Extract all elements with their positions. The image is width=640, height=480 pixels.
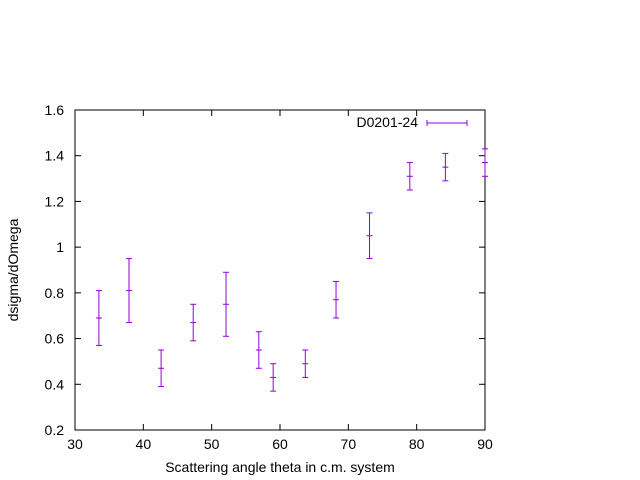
- y-axis-label: dsigma/dOmega: [5, 218, 21, 321]
- data-point: [190, 303, 197, 342]
- axis-ticks: [74, 109, 486, 431]
- legend-sample-errorbar: [426, 120, 468, 126]
- legend: D0201-24: [357, 114, 468, 130]
- x-tick-label: 90: [477, 436, 493, 452]
- x-tick-label: 80: [409, 436, 425, 452]
- data-point: [482, 148, 488, 177]
- y-tick-label: 0.8: [45, 285, 65, 301]
- x-tick-label: 70: [341, 436, 357, 452]
- data-point: [125, 258, 132, 324]
- data-point: [442, 152, 449, 182]
- y-tick-label: 1.4: [45, 148, 65, 164]
- x-tick-label: 60: [272, 436, 288, 452]
- data-points: [95, 148, 488, 392]
- legend-entry-label: D0201-24: [357, 114, 419, 130]
- y-tick-label: 0.2: [45, 422, 65, 438]
- data-point: [255, 331, 262, 369]
- data-point: [366, 212, 373, 260]
- tick-labels: 30 40 50 60 70 80 90 0.2 0.4 0.6 0.8 1 1.2 1.4 1.6: [45, 102, 493, 452]
- data-point: [95, 290, 102, 346]
- y-tick-label: 0.6: [45, 331, 65, 347]
- x-tick-label: 50: [204, 436, 220, 452]
- x-tick-label: 40: [136, 436, 152, 452]
- data-point: [158, 349, 165, 388]
- data-point: [302, 349, 309, 378]
- x-axis-label: Scattering angle theta in c.m. system: [165, 459, 395, 475]
- plot-frame: [74, 109, 486, 431]
- data-point: [270, 363, 277, 392]
- data-point: [333, 280, 340, 319]
- x-tick-label: 30: [67, 436, 83, 452]
- y-tick-label: 1.2: [45, 193, 65, 209]
- y-tick-label: 1: [56, 239, 64, 255]
- y-tick-label: 0.4: [45, 376, 65, 392]
- data-point: [223, 271, 230, 337]
- data-point: [406, 162, 413, 191]
- y-tick-label: 1.6: [45, 102, 65, 118]
